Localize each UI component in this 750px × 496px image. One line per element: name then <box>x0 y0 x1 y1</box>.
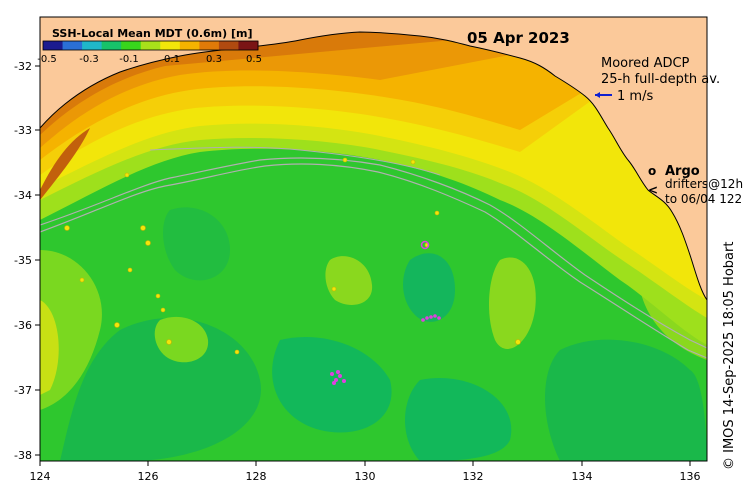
eddy-dark-2 <box>272 336 392 433</box>
colorbar-segment <box>62 41 83 50</box>
adcp-arrow-head <box>595 92 600 98</box>
x-tick-134: 134 <box>572 470 593 483</box>
map-date: 05 Apr 2023 <box>467 29 570 47</box>
colorbar-segment <box>160 41 181 50</box>
x-tick-132: 132 <box>463 470 484 483</box>
legend-argo-label: Argo <box>665 164 700 179</box>
colorbar-segment <box>179 41 200 50</box>
legend-drifter-label: drifters@12h <box>665 177 743 191</box>
eddy-light-sw <box>154 316 209 363</box>
contour-shelf-3 <box>149 146 441 176</box>
eddy-dark-6 <box>163 207 230 281</box>
plot-frame <box>39 16 708 462</box>
x-tick-124: 124 <box>30 470 51 483</box>
legend-adcp-scale: 1 m/s <box>617 89 653 104</box>
colorbar-segment <box>101 41 122 50</box>
colorbar-segment <box>43 41 64 50</box>
y-tick-36: -36 <box>14 319 32 332</box>
mooring-points <box>64 157 521 355</box>
x-tick-136: 136 <box>680 470 701 483</box>
eddy-yellow-west <box>40 300 59 395</box>
eddy-dark-4 <box>403 253 455 322</box>
colorbar-tick-3: 0.1 <box>164 54 180 65</box>
y-tick-38: -38 <box>14 449 32 462</box>
y-tick-35: -35 <box>14 254 32 267</box>
colorbar-tick-2: -0.1 <box>119 54 139 65</box>
credit-watermark: © IMOS 14-Sep-2025 18:05 Hobart <box>722 241 737 470</box>
colorbar <box>43 41 259 50</box>
y-tick-32: -32 <box>14 60 32 73</box>
eddy-light-center <box>325 256 373 305</box>
colorbar-segment <box>218 41 239 50</box>
x-tick-128: 128 <box>246 470 267 483</box>
colorbar-tick-5: 0.5 <box>246 54 262 65</box>
colorbar-title: SSH-Local Mean MDT (0.6m) [m] <box>52 27 252 40</box>
colorbar-tick-0: -0.5 <box>37 54 57 65</box>
x-axis-ticks <box>39 461 691 466</box>
argo-float-marker <box>420 240 430 250</box>
contour-shelf-1 <box>40 157 707 349</box>
legend-adcp-title: Moored ADCP <box>601 56 690 71</box>
eddy-light-east <box>488 257 536 349</box>
legend-adcp-subtitle: 25-h full-depth av. <box>601 72 720 87</box>
legend-argo-symbol: o <box>648 164 656 178</box>
x-tick-130: 130 <box>355 470 376 483</box>
legend-drifter-subtitle: to 06/04 122 <box>665 192 742 206</box>
y-tick-37: -37 <box>14 384 32 397</box>
colorbar-segment <box>82 41 103 50</box>
contour-shelf-2 <box>40 163 707 359</box>
drifter-tracks <box>330 314 441 385</box>
band-red <box>40 128 90 200</box>
y-axis-ticks <box>35 65 40 456</box>
eddy-dark-5 <box>545 339 707 461</box>
colorbar-tick-4: 0.3 <box>206 54 222 65</box>
colorbar-tick-1: -0.3 <box>79 54 99 65</box>
map-plot-area <box>40 17 707 461</box>
eddy-dark-1 <box>60 318 261 461</box>
colorbar-frame <box>42 40 259 51</box>
colorbar-segment <box>238 41 259 50</box>
colorbar-segment <box>140 41 161 50</box>
coastline <box>40 31 707 301</box>
colorbar-segment <box>121 41 142 50</box>
legend-drifter-symbol: < <box>648 183 658 197</box>
y-tick-34: -34 <box>14 189 32 202</box>
x-tick-126: 126 <box>138 470 159 483</box>
y-tick-33: -33 <box>14 124 32 137</box>
colorbar-segment <box>199 41 220 50</box>
eddy-dark-3 <box>405 378 512 461</box>
